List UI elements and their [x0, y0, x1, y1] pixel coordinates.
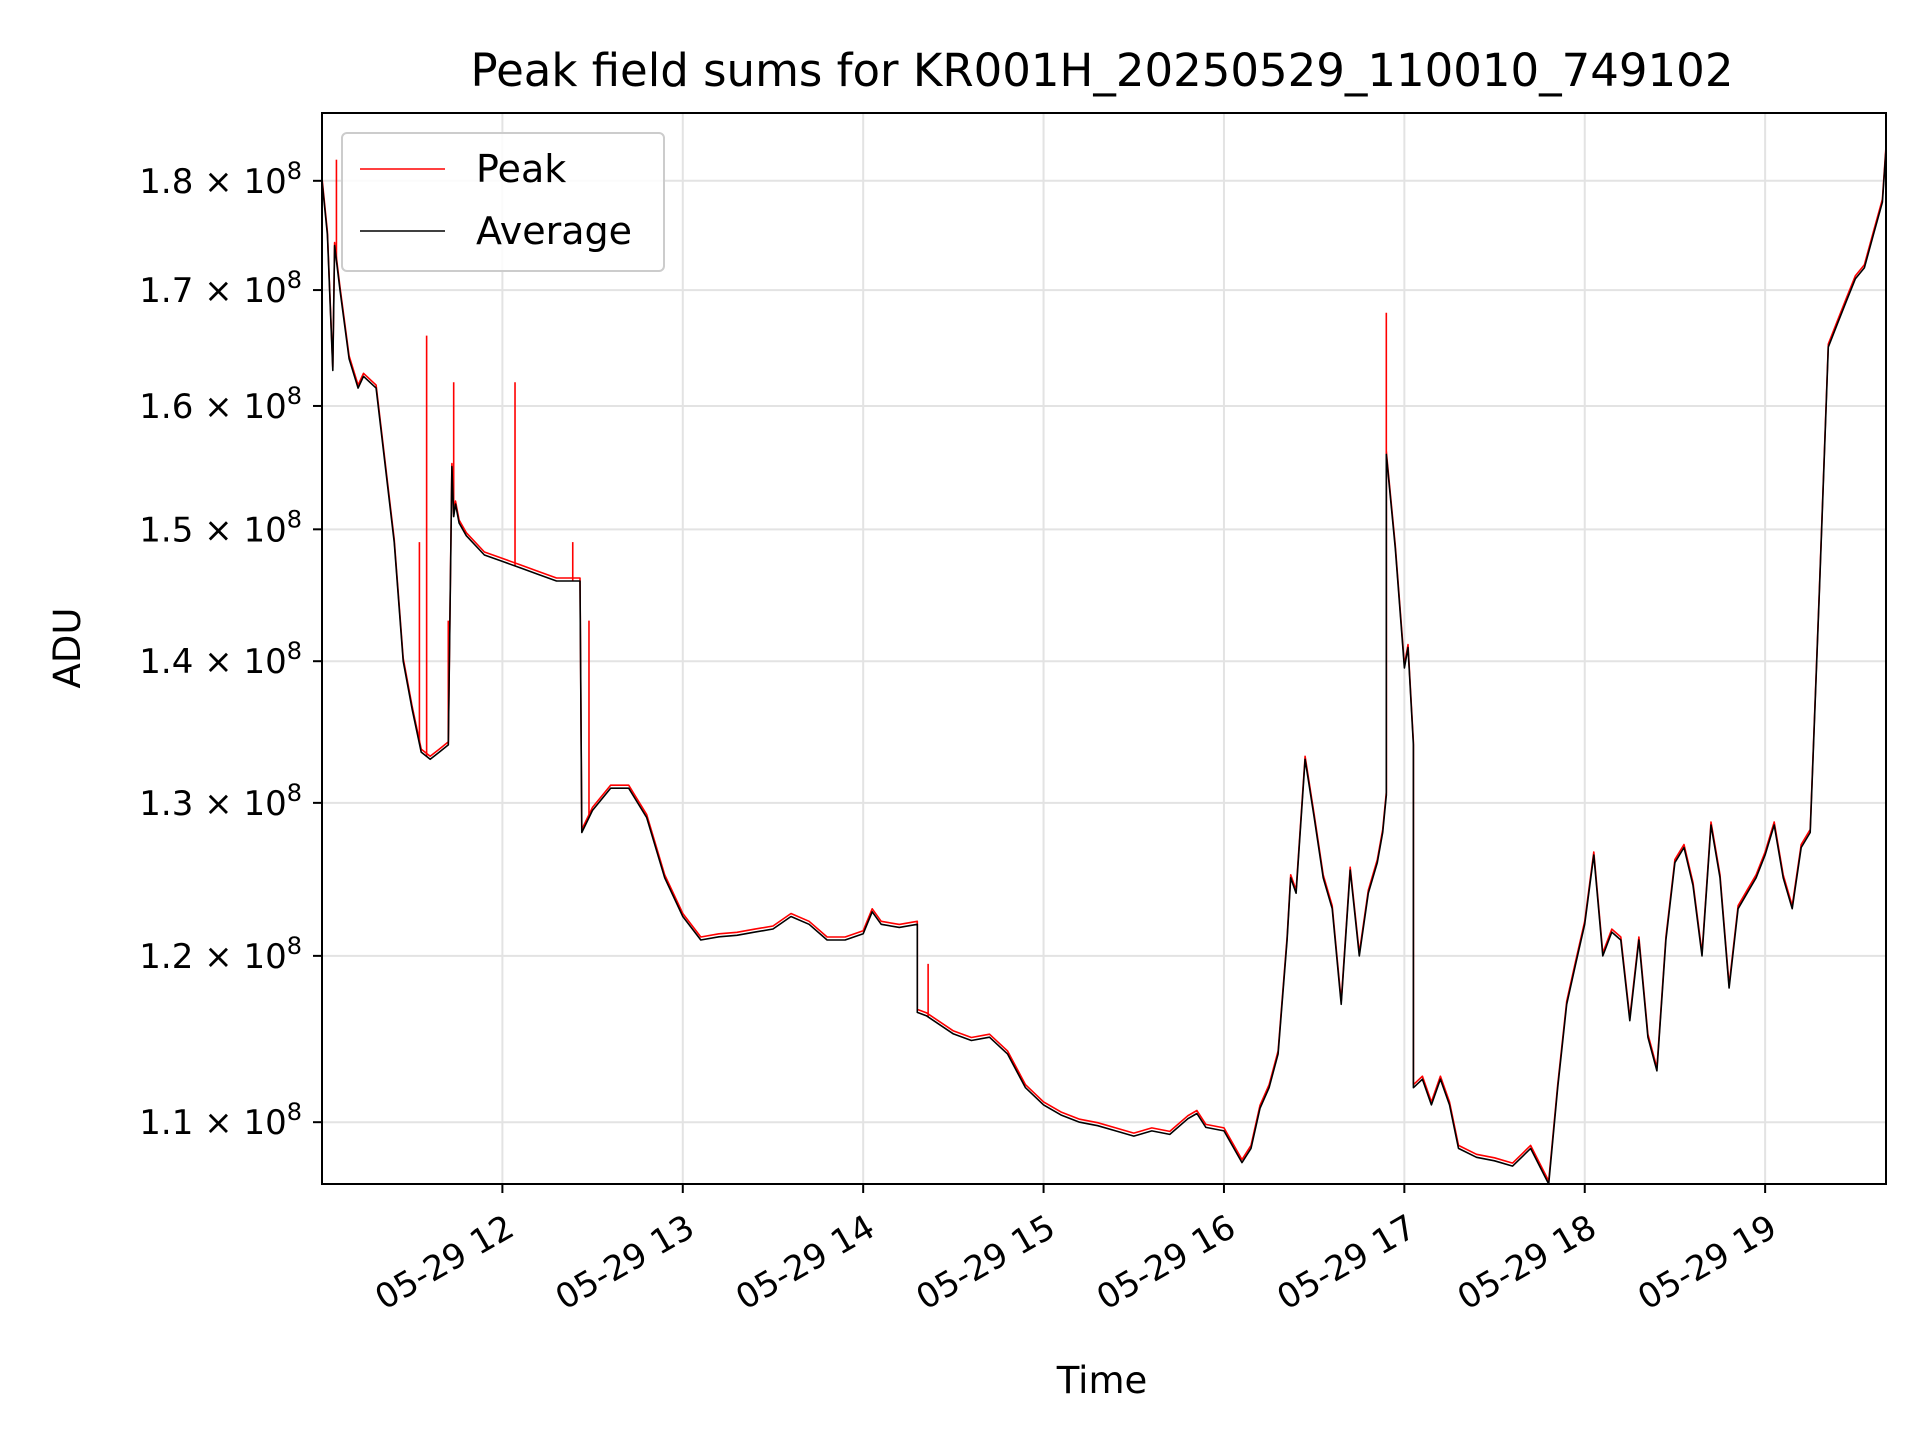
y-tick-label: 1.1 × 108 [139, 1098, 302, 1143]
y-tick-label: 1.4 × 108 [139, 637, 302, 682]
plot-area [322, 146, 1886, 1184]
plot-frame [321, 112, 1887, 1185]
y-tick-label: 1.7 × 108 [139, 266, 302, 311]
legend-label-peak: Peak [476, 147, 566, 191]
y-tick-label: 1.8 × 108 [139, 157, 302, 202]
x-axis-label: Time [1056, 1359, 1148, 1402]
legend-label-average: Average [476, 209, 632, 253]
y-axis-label: ADU [46, 608, 89, 689]
chart-title: Peak field sums for KR001H_20250529_1100… [471, 44, 1734, 97]
legend-box [341, 132, 665, 272]
series-line-average [322, 149, 1886, 1184]
y-tick-label: 1.5 × 108 [139, 505, 302, 550]
y-tick-label: 1.3 × 108 [139, 779, 302, 824]
y-tick-label: 1.2 × 108 [139, 932, 302, 977]
legend: Peak Average [341, 132, 665, 272]
series-group [322, 146, 1886, 1184]
y-tick-label: 1.6 × 108 [139, 382, 302, 427]
grid [322, 113, 1886, 1184]
y-axis: 1.1 × 108 1.2 × 108 1.3 × 108 1.4 × 108 1.5 … [139, 157, 322, 1143]
